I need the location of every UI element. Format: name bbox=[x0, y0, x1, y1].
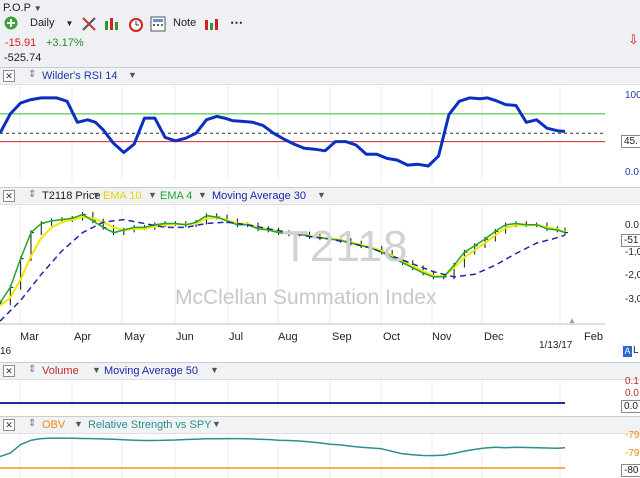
drag-handle-icon[interactable]: ⇕ bbox=[28, 69, 37, 80]
price-plot bbox=[0, 205, 605, 325]
symbol-dropdown[interactable]: P.O.P ▼ bbox=[3, 2, 42, 14]
chevron-down-icon: ▼ bbox=[33, 4, 42, 13]
obv-axis-top: -79 bbox=[625, 430, 640, 441]
down-arrow-icon: ⇩ bbox=[628, 32, 639, 47]
chevron-down-icon[interactable]: ▼ bbox=[148, 190, 157, 200]
watermark-name: McClellan Summation Index bbox=[175, 286, 437, 309]
end-date-label: 1/13/17 bbox=[539, 340, 573, 351]
rsi-title[interactable]: Wilder's RSI 14 bbox=[42, 70, 118, 82]
price-axis-value: -51 bbox=[621, 234, 640, 247]
bar-chart-icon bbox=[105, 18, 118, 30]
tools-icon bbox=[82, 17, 96, 31]
calculator-icon bbox=[150, 16, 166, 32]
add-indicator-button[interactable] bbox=[4, 16, 18, 30]
month-label: Jun bbox=[176, 331, 194, 343]
chevron-down-icon: ▼ bbox=[65, 19, 74, 28]
watermark-symbol: T2118 bbox=[282, 222, 409, 271]
calculator-button[interactable] bbox=[150, 16, 166, 35]
alarm-clock-icon bbox=[129, 18, 143, 32]
chevron-down-icon[interactable]: ▼ bbox=[212, 419, 221, 429]
ma30-line bbox=[0, 218, 566, 322]
ema4-line bbox=[0, 213, 566, 304]
chevron-down-icon[interactable]: ▼ bbox=[92, 365, 101, 375]
close-pane-button[interactable]: ✕ bbox=[3, 190, 15, 202]
obv-axis-mid: -79 bbox=[625, 448, 640, 459]
month-label: Feb bbox=[584, 331, 603, 343]
top-toolbar: P.O.P ▼ Daily ▼ Note ⋯ -15.9 bbox=[0, 0, 640, 68]
obv-axis-value: -80 bbox=[621, 464, 640, 477]
volume-title[interactable]: Volume bbox=[42, 365, 79, 377]
chevron-down-icon[interactable]: ▼ bbox=[198, 190, 207, 200]
period-label: Daily bbox=[30, 17, 55, 29]
start-year-label: 16 bbox=[0, 346, 12, 357]
chevron-down-icon[interactable]: ▼ bbox=[92, 190, 101, 200]
obv-plot bbox=[0, 434, 566, 478]
rsi-axis-top: 100 bbox=[625, 90, 640, 101]
volume-pane-header: ✕ ⇕ Volume ▼ Moving Average 50 ▼ bbox=[0, 362, 640, 380]
rsi-pane-header: ✕ ⇕ Wilder's RSI 14 ▼ bbox=[0, 67, 640, 85]
month-label: May bbox=[124, 331, 145, 343]
rs-label[interactable]: Relative Strength vs SPY bbox=[88, 419, 212, 431]
plus-icon bbox=[4, 16, 18, 30]
chart-style-button[interactable] bbox=[104, 16, 120, 35]
month-label: Dec bbox=[484, 331, 504, 343]
draw-tools-button[interactable] bbox=[81, 16, 97, 35]
ema10-line bbox=[0, 216, 566, 307]
note-button[interactable]: Note bbox=[173, 17, 197, 29]
ema10-label[interactable]: EMA 10 bbox=[103, 190, 142, 202]
close-pane-button[interactable]: ✕ bbox=[3, 70, 15, 82]
volume-axis-top: 0.1 bbox=[625, 376, 639, 387]
volume-axis-value: 0.0 bbox=[621, 400, 640, 413]
compare-button[interactable] bbox=[204, 16, 220, 35]
rsi-axis-value: 45. bbox=[621, 135, 640, 148]
symbol-label: P.O.P bbox=[3, 2, 31, 14]
price-pane-header: ✕ ⇕ T2118 Price ▼ EMA 10 ▼ EMA 4 ▼ Movin… bbox=[0, 187, 640, 205]
month-label: Jul bbox=[229, 331, 244, 343]
log-scale-button[interactable]: L bbox=[633, 345, 639, 356]
rsi-series-line bbox=[0, 96, 566, 168]
volume-plot bbox=[0, 380, 565, 410]
price-axis-label: -1,0 bbox=[625, 247, 640, 258]
price-axis-label: -2,0 bbox=[625, 270, 640, 281]
more-button[interactable]: ⋯ bbox=[230, 15, 243, 30]
month-label: Sep bbox=[332, 331, 352, 343]
drag-handle-icon[interactable]: ⇕ bbox=[28, 189, 37, 200]
ema4-label[interactable]: EMA 4 bbox=[160, 190, 193, 202]
month-label: Oct bbox=[383, 331, 401, 343]
auto-scale-button[interactable]: A bbox=[623, 346, 632, 357]
chevron-down-icon[interactable]: ▼ bbox=[317, 190, 326, 200]
rsi-axis-bottom: 0.0 bbox=[625, 167, 639, 178]
bar-chart-icon bbox=[205, 19, 218, 30]
month-label: Aug bbox=[278, 331, 298, 343]
month-label: Nov bbox=[432, 331, 452, 343]
price-symbol-label[interactable]: T2118 Price bbox=[42, 190, 101, 202]
month-label: Apr bbox=[74, 331, 92, 343]
volume-axis-mid: 0.0 bbox=[625, 388, 639, 399]
rs-line bbox=[0, 437, 566, 458]
volume-ma-label[interactable]: Moving Average 50 bbox=[104, 365, 198, 377]
month-label: Mar bbox=[20, 331, 39, 343]
period-dropdown[interactable]: Daily ▼ bbox=[30, 17, 73, 29]
close-pane-button[interactable]: ✕ bbox=[3, 419, 15, 431]
alert-button[interactable] bbox=[128, 16, 144, 35]
chevron-down-icon[interactable]: ▼ bbox=[128, 70, 137, 80]
obv-title[interactable]: OBV bbox=[42, 419, 66, 431]
last-value: -525.74 bbox=[4, 52, 42, 64]
rsi-plot bbox=[0, 85, 605, 181]
ma30-label[interactable]: Moving Average 30 bbox=[212, 190, 306, 202]
change-value: -15.91 bbox=[5, 37, 37, 49]
change-percent: +3.17% bbox=[46, 37, 84, 49]
drag-handle-icon[interactable]: ⇕ bbox=[28, 418, 37, 429]
chevron-down-icon[interactable]: ▼ bbox=[210, 365, 219, 375]
chevron-down-icon[interactable]: ▼ bbox=[74, 419, 83, 429]
price-axis-label: 0.0 bbox=[625, 220, 639, 231]
close-pane-button[interactable]: ✕ bbox=[3, 365, 15, 377]
drag-handle-icon[interactable]: ⇕ bbox=[28, 364, 37, 375]
obv-pane-header: ✕ ⇕ OBV ▼ Relative Strength vs SPY ▼ bbox=[0, 416, 640, 434]
price-axis-label: -3,0 bbox=[625, 294, 640, 305]
scroll-up-icon[interactable]: ▲ bbox=[568, 316, 576, 325]
